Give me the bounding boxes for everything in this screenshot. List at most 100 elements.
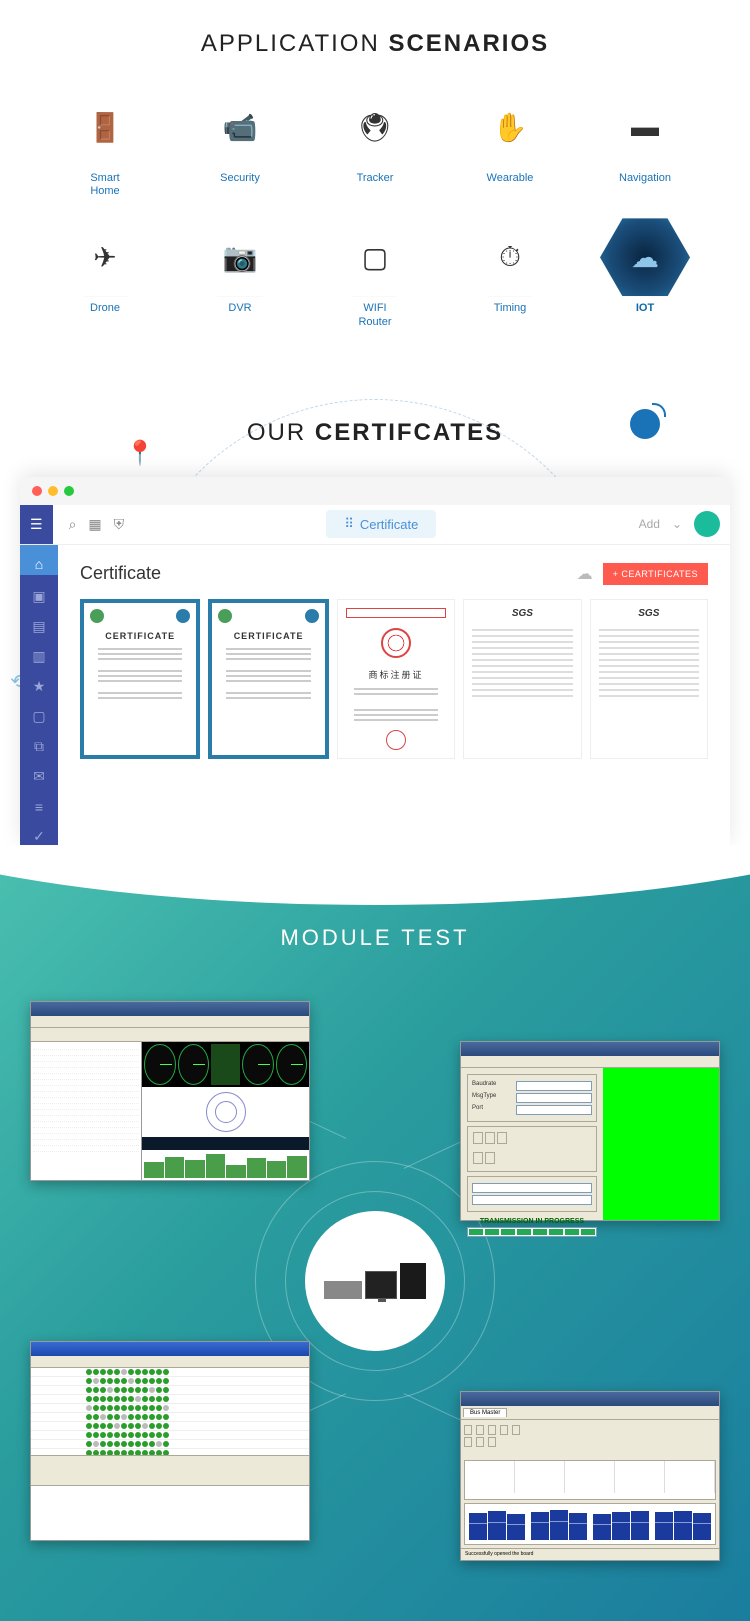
satellite-table xyxy=(31,1368,309,1455)
sidebar-item-envelope[interactable]: ✉ xyxy=(31,769,47,785)
window-titlebar xyxy=(31,1002,309,1016)
scenario-smart-home[interactable]: 🚪 SmartHome xyxy=(50,88,160,198)
maximize-dot[interactable] xyxy=(64,486,74,496)
window-menubar xyxy=(31,1356,309,1368)
sidebar: ⌂ ▣ ▤ ▥ ★ ▢ ⧉ ✉ ≡ ✓ xyxy=(20,545,58,845)
button[interactable] xyxy=(473,1152,483,1164)
cert-heading: SGS xyxy=(638,608,659,619)
certificates-row: CERTIFICATE CERTIFICATE 商标注册证 xyxy=(80,599,708,759)
scenario-dvr[interactable]: 📷DVR xyxy=(185,218,295,328)
avatar[interactable] xyxy=(694,511,720,537)
tree-panel xyxy=(31,1042,142,1180)
certificate-tab[interactable]: ⠿ Certificate xyxy=(326,510,436,538)
scenarios-title: APPLICATION SCENARIOS xyxy=(40,30,710,58)
cert-logo-icon xyxy=(90,609,104,623)
text-input[interactable] xyxy=(472,1183,592,1193)
module-test-title: MODULE TEST xyxy=(30,925,720,951)
content-area: Certificate ☁ + CEARTIFICATES CERTIFICAT… xyxy=(58,545,730,845)
certificates-button[interactable]: + CEARTIFICATES xyxy=(603,563,708,585)
menu-icon[interactable]: ☰ xyxy=(20,505,53,544)
text-input[interactable] xyxy=(516,1081,592,1091)
sidebar-item-box[interactable]: ▣ xyxy=(31,589,47,605)
text-input[interactable] xyxy=(516,1105,592,1115)
certificate-card[interactable]: CERTIFICATE xyxy=(80,599,200,759)
content-header: Certificate ☁ + CEARTIFICATES xyxy=(80,563,708,585)
button[interactable] xyxy=(464,1425,472,1435)
scenario-timing[interactable]: ⏱ Timing xyxy=(455,218,565,328)
test-equipment-icon xyxy=(324,1263,426,1299)
scenario-label: Timing xyxy=(494,302,527,315)
certificate-card[interactable]: SGS xyxy=(463,599,581,759)
sidebar-item-copy[interactable]: ⧉ xyxy=(31,739,47,755)
button[interactable] xyxy=(485,1152,495,1164)
satellite-icon xyxy=(630,409,660,439)
window-titlebar xyxy=(461,1392,719,1406)
certificate-card[interactable]: SGS xyxy=(590,599,708,759)
scenario-label: Security xyxy=(220,172,260,185)
scenario-tracker[interactable]: 🖲Tracker xyxy=(320,88,430,198)
browser-window: ☰ ⌕ ▦ ⛨ ⠿ Certificate Add ⌄ ⌂ ▣ ▤ xyxy=(20,477,730,845)
button[interactable] xyxy=(476,1437,484,1447)
certificate-card[interactable]: CERTIFICATE xyxy=(208,599,328,759)
button[interactable] xyxy=(488,1425,496,1435)
cert-logo-icon xyxy=(218,609,232,623)
camera-icon: 📹 xyxy=(223,111,258,144)
cloud-icon[interactable]: ☁ xyxy=(577,564,593,584)
shield-icon[interactable]: ⛨ xyxy=(114,516,125,533)
button[interactable] xyxy=(485,1132,495,1144)
scenario-drone[interactable]: ✈Drone xyxy=(50,218,160,328)
chevron-down-icon[interactable]: ⌄ xyxy=(672,517,682,531)
minimize-dot[interactable] xyxy=(48,486,58,496)
search-icon[interactable]: ⌕ xyxy=(69,516,77,533)
grid-icon[interactable]: ▦ xyxy=(88,516,101,533)
button[interactable] xyxy=(512,1425,520,1435)
seal-icon xyxy=(381,628,411,658)
tab[interactable]: Bus Master xyxy=(463,1408,507,1417)
sidebar-item-list[interactable]: ≡ xyxy=(31,799,47,815)
controls-panel xyxy=(31,1455,309,1485)
tab-bar: Bus Master xyxy=(461,1406,719,1420)
test-screenshot-transmission: Baudrate MsgType Port TRANSMISSION IN PR… xyxy=(460,1041,720,1221)
sidebar-item-doc[interactable]: ▤ xyxy=(31,619,47,635)
field-label: Port xyxy=(472,1105,512,1115)
doorbell-icon: 🚪 xyxy=(88,111,123,144)
test-screenshot-gps xyxy=(30,1001,310,1181)
gauges-panel xyxy=(142,1042,309,1087)
cert-heading: CERTIFICATE xyxy=(234,631,304,641)
sidebar-item-folder[interactable]: ▥ xyxy=(31,649,47,665)
controls-panel xyxy=(461,1420,719,1460)
cert-logo-icon xyxy=(176,609,190,623)
close-dot[interactable] xyxy=(32,486,42,496)
scenario-navigation[interactable]: ▬Navigation xyxy=(590,88,700,198)
cert-heading: SGS xyxy=(512,608,533,619)
timing-icon: ⏱ xyxy=(499,241,521,274)
sidebar-item-star[interactable]: ★ xyxy=(31,679,47,695)
scenario-label: Navigation xyxy=(619,172,671,185)
scenario-label: Drone xyxy=(90,302,120,315)
scenario-label: SmartHome xyxy=(90,172,119,198)
add-label[interactable]: Add xyxy=(639,517,660,531)
button[interactable] xyxy=(488,1437,496,1447)
grid-small-icon: ⠿ xyxy=(344,516,354,532)
scenario-wearable[interactable]: ✋Wearable xyxy=(455,88,565,198)
scenarios-title-bold: SCENARIOS xyxy=(388,30,549,57)
window-toolbar xyxy=(31,1028,309,1042)
text-input[interactable] xyxy=(516,1093,592,1103)
button[interactable] xyxy=(500,1425,508,1435)
certificate-card[interactable]: 商标注册证 xyxy=(337,599,455,759)
button[interactable] xyxy=(497,1132,507,1144)
scenario-wifi-router[interactable]: ▢WIFIRouter xyxy=(320,218,430,328)
sidebar-item-dashboard[interactable]: ⌂ xyxy=(20,545,58,575)
sidebar-item-page[interactable]: ▢ xyxy=(31,709,47,725)
scenario-security[interactable]: 📹 Security xyxy=(185,88,295,198)
module-test-section: MODULE TEST xyxy=(0,845,750,1621)
text-input[interactable] xyxy=(472,1195,592,1205)
button[interactable] xyxy=(464,1437,472,1447)
sidebar-item-check[interactable]: ✓ xyxy=(31,829,47,845)
button[interactable] xyxy=(476,1425,484,1435)
scenario-iot[interactable]: ☁IOT xyxy=(590,218,700,328)
button[interactable] xyxy=(473,1132,483,1144)
scenario-label: DVR xyxy=(228,302,251,315)
topbar-left: ☰ ⌕ ▦ ⛨ xyxy=(30,515,124,534)
scenarios-grid: 🚪SmartHome 📹Security 🖲Tracker ✋Wearable … xyxy=(40,88,710,329)
